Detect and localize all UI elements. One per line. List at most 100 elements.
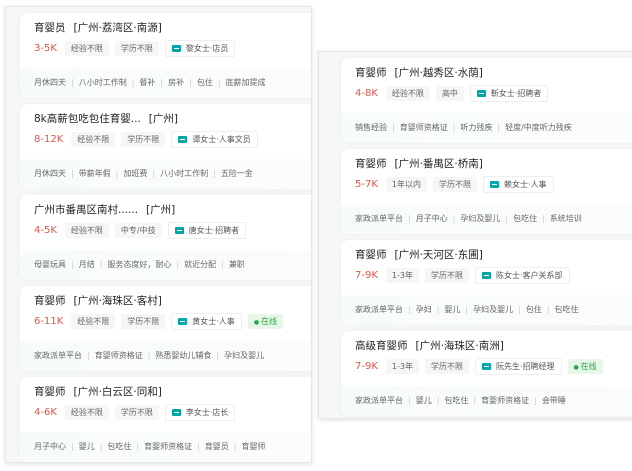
job-card[interactable]: 8k高薪包吃包住育婴... [广州] 8-12K 经验不限 学历不限 谭女士·人事文员 月休…: [20, 104, 311, 189]
requirement-tag: 学历不限: [121, 132, 166, 147]
welfare-tag: 八小时工作制: [78, 78, 127, 87]
job-card-header[interactable]: 育婴师 [广州·越秀区·水荫] 4-8K 经验不限 高中 靳女士·招聘者: [341, 58, 632, 113]
divider: |: [147, 351, 151, 360]
job-info-row: 4-6K 经验不限 学历不限 李女士·店长: [34, 404, 311, 421]
recruiter-name: 靳女士·招聘者: [490, 89, 542, 98]
job-card[interactable]: 育婴师 [广州·白云区·同和] 4-6K 经验不限 学历不限 李女士·店长月子中心 | 婴儿 |…: [20, 377, 311, 462]
recruiter-name: 黄女士·人事: [192, 317, 235, 326]
job-title[interactable]: 广州市番禺区南村...... [广州]: [34, 202, 311, 218]
welfare-tag: 婴儿: [444, 305, 461, 314]
welfare-tag: 月子中心: [415, 214, 448, 223]
salary: 4-5K: [34, 225, 57, 236]
job-card-header[interactable]: 8k高薪包吃包住育婴... [广州] 8-12K 经验不限 学历不限 谭女士·人事文员: [20, 104, 311, 159]
job-card[interactable]: 育婴师 [广州·番禺区·桥南] 5-7K 1年以内 学历不限 赖女士·人事 家政派单平台 | 月…: [341, 149, 632, 234]
recruiter-chat-button[interactable]: 李女士·店长: [164, 404, 236, 421]
job-name[interactable]: 育婴员: [34, 22, 66, 34]
divider: |: [71, 169, 74, 178]
job-card[interactable]: 育婴师 [广州·天河区·东圃] 7-9K 1-3年 学历不限 陈女士·客户关系部 家政派单平…: [341, 240, 632, 325]
recruiter-chat-button[interactable]: 陈女士·客户关系部: [474, 267, 570, 284]
job-card-header[interactable]: 广州市番禺区南村...... [广州] 4-5K 经验不限 中专/中技 唐女士·招聘者: [20, 195, 311, 250]
recruiter-chat-button[interactable]: 谭女士·人事文员: [171, 131, 258, 148]
job-card-header[interactable]: 育婴员 [广州·荔湾区·南源] 3-5K 经验不限 学历不限 黎女士·店员: [20, 13, 311, 68]
divider: |: [115, 169, 119, 178]
welfare-list: 家政派单平台 | 婴儿 | 包吃住 | 育婴师资格证 | 会带睡: [341, 386, 632, 416]
job-name[interactable]: 育婴师: [355, 249, 387, 261]
divider: |: [452, 214, 456, 223]
job-title[interactable]: 育婴员 [广州·荔湾区·南源]: [34, 20, 311, 36]
chat-icon: [481, 272, 491, 279]
job-title[interactable]: 8k高薪包吃包住育婴... [广州]: [34, 111, 311, 127]
job-title[interactable]: 育婴师 [广州·天河区·东圃]: [355, 247, 632, 263]
welfare-tag: 育婴师资格证: [481, 396, 530, 405]
job-card-header[interactable]: 育婴师 [广州·天河区·东圃] 7-9K 1-3年 学历不限 陈女士·客户关系部: [341, 240, 632, 295]
recruiter-chat-button[interactable]: 黄女士·人事: [171, 313, 242, 330]
job-title[interactable]: 育婴师 [广州·海珠区·客村]: [34, 293, 311, 309]
divider: |: [213, 169, 216, 178]
welfare-tag: 系统培训: [549, 214, 582, 223]
job-name[interactable]: 育婴师: [355, 67, 387, 79]
divider: |: [465, 305, 469, 314]
welfare-list: 家政派单平台 | 孕妇 | 婴儿 | 孕妇及婴儿 | 包住 | 包吃住: [341, 295, 632, 325]
job-title[interactable]: 育婴师 [广州·番禺区·桥南]: [355, 156, 632, 172]
welfare-tag: 加班费: [123, 169, 148, 178]
welfare-tag: 婴儿: [78, 442, 95, 451]
welfare-tag: 服务态度好，耐心: [107, 260, 172, 269]
welfare-tag: 孕妇及婴儿: [460, 214, 501, 223]
welfare-tag: 会带睡: [541, 396, 566, 405]
welfare-tag: 育婴师: [241, 442, 266, 451]
welfare-tag: 月休四天: [34, 169, 66, 178]
recruiter-chat-button[interactable]: 阮先生·招聘经理: [474, 358, 562, 375]
job-name[interactable]: 育婴师: [34, 386, 66, 398]
welfare-list: 销售经验 | 育婴师资格证 | 听力残疾 | 轻度/中度听力残疾: [341, 113, 632, 143]
job-info-row: 4-5K 经验不限 中专/中技 唐女士·招聘者: [34, 222, 311, 239]
recruiter-chat-button[interactable]: 赖女士·人事: [482, 176, 554, 193]
divider: |: [99, 442, 103, 451]
recruiter-chat-button[interactable]: 黎女士·店员: [164, 40, 236, 57]
chat-icon: [171, 409, 181, 416]
requirement-tag: 学历不限: [121, 314, 166, 329]
job-name[interactable]: 高级育婴师: [355, 340, 408, 352]
chat-icon: [178, 318, 188, 325]
job-title[interactable]: 高级育婴师 [广州·海珠区·南洲]: [355, 338, 632, 354]
welfare-tag: 轻度/中度听力残疾: [505, 123, 572, 132]
recruiter-name: 赖女士·人事: [503, 180, 547, 189]
job-name[interactable]: 育婴师: [34, 295, 66, 307]
job-card-header[interactable]: 育婴师 [广州·番禺区·桥南] 5-7K 1年以内 学历不限 赖女士·人事: [341, 149, 632, 204]
welfare-tag: 包住: [196, 78, 213, 87]
job-card[interactable]: 育婴师 [广州·越秀区·水荫] 4-8K 经验不限 高中 靳女士·招聘者 销售经验 | 育婴师资…: [341, 58, 632, 143]
welfare-tag: 兼职: [228, 260, 245, 269]
recruiter-chat-button[interactable]: 靳女士·招聘者: [469, 85, 549, 102]
requirement-tag: 学历不限: [114, 41, 159, 56]
chat-icon: [489, 181, 499, 188]
job-card-header[interactable]: 育婴师 [广州·白云区·同和] 4-6K 经验不限 学历不限 李女士·店长: [20, 377, 311, 432]
job-title[interactable]: 育婴师 [广州·越秀区·水荫]: [355, 65, 632, 81]
recruiter-name: 唐女士·招聘者: [188, 226, 240, 235]
job-name[interactable]: 8k高薪包吃包住育婴...: [34, 113, 141, 125]
divider: |: [436, 396, 440, 405]
divider: |: [99, 260, 103, 269]
salary: 7-9K: [355, 270, 378, 281]
recruiter-name: 谭女士·人事文员: [192, 135, 251, 144]
job-card[interactable]: 广州市番禺区南村...... [广州] 4-5K 经验不限 中专/中技 唐女士·招聘者 母婴…: [20, 195, 311, 280]
job-name[interactable]: 广州市番禺区南村......: [34, 204, 139, 216]
divider: |: [87, 351, 90, 360]
divider: |: [131, 78, 135, 87]
job-card[interactable]: 育婴员 [广州·荔湾区·南源] 3-5K 经验不限 学历不限 黎女士·店员 月休四天 | 八小时…: [20, 13, 311, 98]
divider: |: [408, 305, 411, 314]
job-area: [广州·天河区·东圃]: [394, 249, 483, 261]
recruiter-chat-button[interactable]: 唐女士·招聘者: [167, 222, 247, 239]
welfare-tag: 家政派单平台: [34, 351, 82, 360]
job-area: [广州·海珠区·南洲]: [415, 340, 504, 352]
welfare-tag: 月子中心: [34, 442, 66, 451]
job-area: [广州·越秀区·水荫]: [394, 67, 483, 79]
job-area: [广州·番禺区·桥南]: [394, 158, 483, 170]
requirement-tag: 1-3年: [385, 268, 419, 283]
divider: |: [197, 442, 200, 451]
welfare-tag: 底薪加提成: [225, 78, 266, 87]
job-name[interactable]: 育婴师: [355, 158, 387, 170]
job-title[interactable]: 育婴师 [广州·白云区·同和]: [34, 384, 311, 400]
